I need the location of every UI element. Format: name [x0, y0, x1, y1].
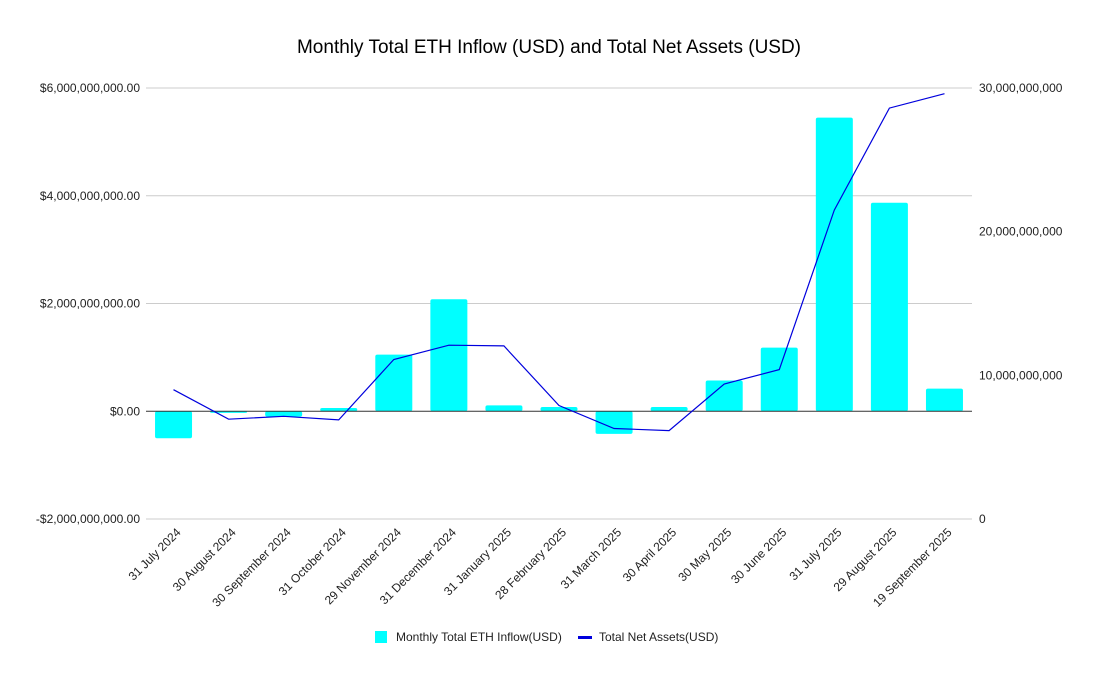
series-line: [173, 93, 945, 432]
left-tick-label: $0.00: [110, 404, 140, 418]
chart-title: Monthly Total ETH Inflow (USD) and Total…: [297, 37, 801, 58]
right-tick-label: 30,000,000,000: [979, 81, 1063, 95]
left-axis: $6,000,000,000.00 $4,000,000,000.00 $2,000…: [36, 81, 140, 526]
legend-label-line: Total Net Assets(USD): [599, 630, 718, 644]
legend: Monthly Total ETH Inflow(USD) Total Net A…: [375, 630, 718, 644]
x-tick-label: 30 May 2025: [675, 525, 734, 584]
x-tick-label: 30 June 2025: [728, 525, 790, 587]
bar: [430, 299, 468, 412]
left-tick-label: -$2,000,000,000.00: [36, 512, 140, 526]
bar: [375, 354, 413, 412]
bar: [595, 411, 633, 434]
bar: [540, 406, 578, 412]
right-tick-label: 0: [979, 512, 986, 526]
right-tick-label: 10,000,000,000: [979, 368, 1063, 382]
right-axis: 30,000,000,000 20,000,000,000 10,000,000,0…: [979, 81, 1063, 526]
right-tick-label: 20,000,000,000: [979, 225, 1063, 239]
x-tick-label: 31 July 2024: [126, 525, 184, 583]
bar: [815, 117, 853, 412]
left-tick-label: $2,000,000,000.00: [40, 297, 140, 311]
bar-series: [155, 117, 963, 439]
legend-swatch-bar: [375, 631, 387, 643]
bar: [485, 405, 523, 412]
x-tick-label: 31 July 2025: [786, 525, 844, 583]
x-tick-label: 30 April 2025: [620, 525, 680, 585]
bar: [650, 406, 688, 412]
bar: [870, 202, 908, 412]
left-tick-label: $4,000,000,000.00: [40, 189, 140, 203]
bar: [265, 411, 303, 417]
bar: [760, 347, 798, 412]
legend-label-bar: Monthly Total ETH Inflow(USD): [396, 630, 562, 644]
line-series: [173, 93, 945, 432]
left-tick-label: $6,000,000,000.00: [40, 81, 140, 95]
legend-swatch-line: [578, 636, 592, 639]
bar: [705, 380, 743, 412]
bar: [155, 411, 193, 439]
bar: [925, 388, 963, 412]
